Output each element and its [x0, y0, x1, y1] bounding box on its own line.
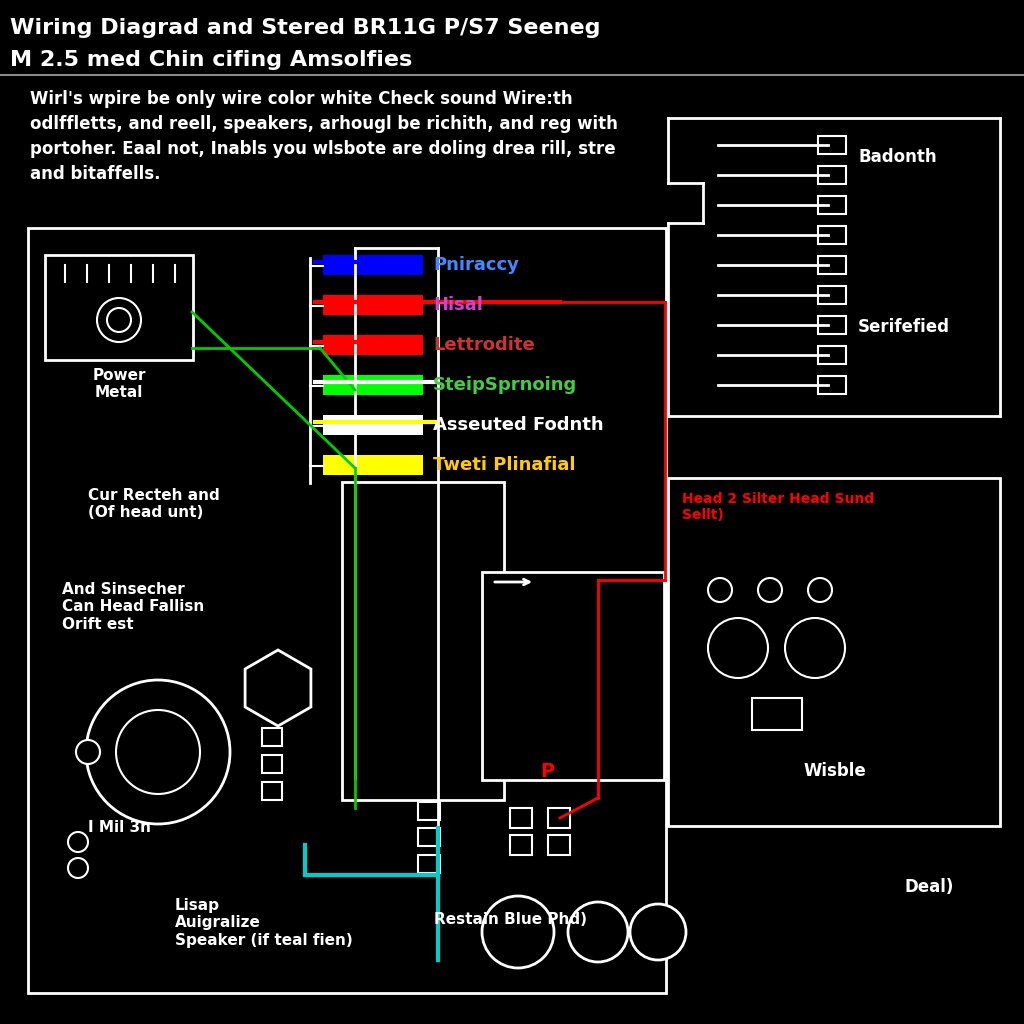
Text: Cur Recteh and
(Of head unt): Cur Recteh and (Of head unt) [88, 488, 220, 520]
Circle shape [630, 904, 686, 961]
Text: Wiring Diagrad and Stered BR11G P/S7 Seeneg: Wiring Diagrad and Stered BR11G P/S7 See… [10, 18, 600, 38]
Text: Deal): Deal) [905, 878, 954, 896]
Circle shape [482, 896, 554, 968]
Text: SteipSprnoing: SteipSprnoing [433, 376, 578, 394]
Bar [28, 228, 666, 993]
Bar [548, 808, 570, 828]
Bar [323, 455, 423, 475]
Bar [548, 835, 570, 855]
Bar [818, 226, 846, 244]
Bar [323, 255, 423, 275]
Bar [818, 166, 846, 184]
Circle shape [86, 680, 230, 824]
Text: Restain Blue Phd): Restain Blue Phd) [433, 912, 587, 927]
Text: Badonth: Badonth [858, 148, 937, 166]
Circle shape [785, 618, 845, 678]
Text: I Mil 3n: I Mil 3n [88, 820, 151, 835]
Circle shape [568, 902, 628, 962]
Bar [418, 802, 440, 820]
Circle shape [68, 858, 88, 878]
Text: Lisap
Auigralize
Speaker (if teal fien): Lisap Auigralize Speaker (if teal fien) [175, 898, 352, 948]
Bar [418, 828, 440, 846]
Text: Wirl's wpire be only wire color white Check sound Wire:th
odlffletts, and reell,: Wirl's wpire be only wire color white Ch… [30, 90, 617, 183]
Text: Lettrodite: Lettrodite [433, 336, 535, 354]
Bar [262, 755, 282, 773]
Bar [818, 316, 846, 334]
Circle shape [116, 710, 200, 794]
Bar [342, 482, 504, 800]
Bar [323, 375, 423, 395]
Bar [818, 346, 846, 364]
Circle shape [808, 578, 831, 602]
Circle shape [708, 578, 732, 602]
Bar [818, 256, 846, 274]
Bar [418, 855, 440, 873]
Circle shape [758, 578, 782, 602]
Text: Asseuted Fodnth: Asseuted Fodnth [433, 416, 603, 434]
Text: Head 2 Silter Head Sund
Sellt): Head 2 Silter Head Sund Sellt) [682, 492, 874, 522]
Text: M 2.5 med Chin cifing Amsolfies: M 2.5 med Chin cifing Amsolfies [10, 50, 413, 70]
Bar [262, 782, 282, 800]
Bar [510, 835, 532, 855]
Circle shape [97, 298, 141, 342]
Bar [323, 335, 423, 355]
Bar [482, 572, 664, 780]
Bar [510, 808, 532, 828]
Text: Hisal: Hisal [433, 296, 483, 314]
Bar [323, 415, 423, 435]
Bar [262, 728, 282, 746]
Text: Tweti Plinafial: Tweti Plinafial [433, 456, 575, 474]
Bar [818, 136, 846, 154]
Circle shape [708, 618, 768, 678]
Bar [45, 255, 193, 360]
Bar [818, 286, 846, 304]
Text: Serifefied: Serifefied [858, 318, 950, 336]
Text: P: P [540, 762, 554, 781]
Bar [752, 698, 802, 730]
Circle shape [68, 831, 88, 852]
Polygon shape [245, 650, 311, 726]
Circle shape [76, 740, 100, 764]
Text: Pniraccy: Pniraccy [433, 256, 519, 274]
Bar [668, 478, 1000, 826]
Text: Power
Metal: Power Metal [92, 368, 145, 400]
Text: And Sinsecher
Can Head Fallisn
Orift est: And Sinsecher Can Head Fallisn Orift est [62, 582, 204, 632]
Bar [818, 376, 846, 394]
Circle shape [106, 308, 131, 332]
Text: Wisble: Wisble [804, 762, 866, 780]
Bar [818, 196, 846, 214]
Bar [323, 295, 423, 315]
